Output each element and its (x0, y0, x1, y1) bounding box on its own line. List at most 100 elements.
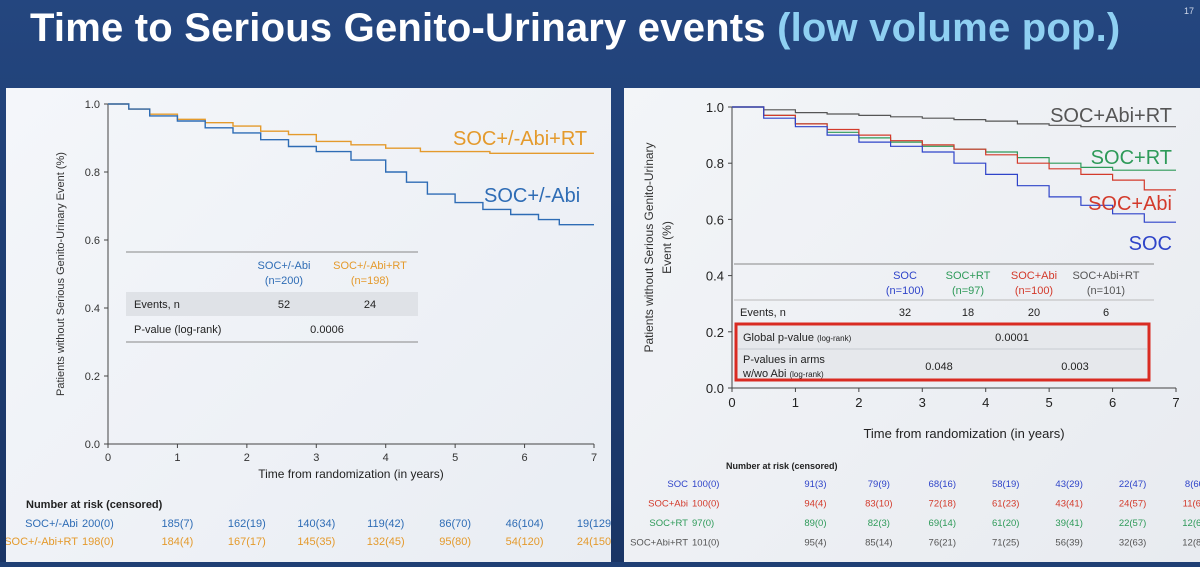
risk-table-title: Number at risk (censored) (726, 461, 838, 471)
risk-row-name: SOC (667, 479, 688, 490)
km-curve-soc (732, 106, 1176, 223)
risk-row-name: SOC+Abi+RT (630, 538, 688, 549)
risk-row-name: SOC+/-Abi+RT (6, 536, 78, 548)
risk-value: 39(41) (1055, 518, 1082, 529)
y-tick-label: 0.2 (706, 325, 724, 340)
risk-row-name: SOC+RT (649, 518, 688, 529)
arms-pvalue-suffix: (log-rank) (789, 370, 824, 379)
risk-value: 19(129 (577, 518, 611, 530)
risk-value: 22(47) (1119, 479, 1146, 490)
risk-value: 71(25) (992, 538, 1019, 549)
risk-value: 91(3) (804, 479, 826, 490)
y-tick-label: 1.0 (85, 99, 100, 111)
curve-label-soc-rt: SOC+RT (1091, 147, 1172, 169)
y-tick-label: 0.6 (85, 235, 100, 247)
arms-label-line1: P-values in arms (743, 354, 825, 366)
risk-value: 119(42) (367, 518, 404, 530)
table-col-header: SOC+/-Abi (258, 260, 311, 272)
risk-value: 95(80) (439, 536, 471, 548)
risk-value: 22(57) (1119, 518, 1146, 529)
risk-value: 85(14) (865, 538, 892, 549)
risk-value: 132(45) (367, 536, 405, 548)
table-col-header: SOC+Abi (1011, 270, 1057, 282)
events-value: 24 (364, 299, 376, 311)
risk-value: 43(41) (1055, 499, 1082, 510)
risk-value: 72(18) (929, 499, 956, 510)
risk-value: 200(0) (82, 518, 114, 530)
risk-value: 162(19) (228, 518, 266, 530)
km-curve-soc-abi (732, 106, 1176, 191)
y-tick-label: 0.4 (85, 303, 100, 315)
risk-value: 76(21) (929, 538, 956, 549)
events-value: 20 (1028, 307, 1040, 319)
right-chart-panel: 0.0 0.2 0.4 0.6 0.8 1.0 0 1 2 3 4 5 6 7 Time from rand… (624, 88, 1200, 562)
events-value: 32 (899, 307, 911, 319)
pvalue-label: P-value (log-rank) (134, 324, 221, 336)
risk-value: 167(17) (228, 536, 266, 548)
curve-label-soc-abi-rt: SOC+Abi+RT (1050, 105, 1172, 127)
risk-value: 61(20) (992, 518, 1019, 529)
global-pvalue-label: Global p-value (log-rank) (743, 332, 852, 344)
title-main: Time to Serious Genito-Urinary events (30, 6, 778, 50)
x-tick-label: 7 (591, 452, 597, 464)
x-tick-label: 6 (1109, 395, 1116, 410)
y-tick-label: 0.8 (85, 167, 100, 179)
table-col-n: (n=101) (1087, 285, 1125, 297)
events-label: Events, n (134, 299, 180, 311)
events-row-bg (126, 292, 418, 316)
risk-value: 83(10) (865, 499, 892, 510)
risk-value: 8(60) (1185, 479, 1200, 490)
y-axis-label-line1: Patients without Serious Genito-Urinary (642, 142, 656, 352)
slide-title: Time to Serious Genito-Urinary events (l… (30, 6, 1120, 66)
x-tick-label: 0 (105, 452, 111, 464)
events-value: 52 (278, 299, 290, 311)
risk-value: 100(0) (692, 479, 719, 490)
risk-value: 69(14) (929, 518, 956, 529)
risk-row-name: SOC+/-Abi (25, 518, 78, 530)
risk-value: 24(57) (1119, 499, 1146, 510)
y-tick-label: 0.8 (706, 156, 724, 171)
x-tick-label: 1 (174, 452, 180, 464)
slide-number: 17 (1183, 6, 1194, 16)
y-tick-label: 0.4 (706, 269, 724, 284)
table-col-n: (n=200) (265, 275, 303, 287)
x-tick-label: 4 (383, 452, 389, 464)
risk-value: 95(4) (804, 538, 826, 549)
y-tick-label: 0.6 (706, 212, 724, 227)
risk-value: 12(83) (1182, 538, 1200, 549)
x-tick-label: 7 (1172, 395, 1179, 410)
risk-value: 54(120) (506, 536, 544, 548)
risk-value: 56(39) (1055, 538, 1082, 549)
x-tick-label: 2 (244, 452, 250, 464)
risk-value: 94(4) (804, 499, 826, 510)
table-col-header: SOC (893, 270, 917, 282)
km-curve-soc-abi-rt (732, 106, 1176, 128)
left-km-chart: 0.0 0.2 0.4 0.6 0.8 1.0 0 1 2 3 4 5 6 7 Time from rand… (4, 99, 611, 548)
x-tick-label: 3 (313, 452, 319, 464)
y-tick-label: 1.0 (706, 100, 724, 115)
risk-value: 185(7) (162, 518, 194, 530)
curve-label-abi-rt: SOC+/-Abi+RT (453, 128, 587, 150)
right-km-chart: 0.0 0.2 0.4 0.6 0.8 1.0 0 1 2 3 4 5 6 7 Time from rand… (630, 100, 1200, 549)
y-axis-label-line2: Event (%) (660, 221, 674, 274)
events-label: Events, n (740, 307, 786, 319)
table-col-n: (n=97) (952, 285, 984, 297)
x-tick-label: 5 (1046, 395, 1053, 410)
km-curve-soc-abi (108, 103, 594, 226)
x-tick-label: 2 (855, 395, 862, 410)
x-tick-label: 4 (982, 395, 989, 410)
risk-value: 184(4) (162, 536, 194, 548)
table-col-header: SOC+/-Abi+RT (333, 260, 407, 272)
y-tick-label: 0.2 (85, 371, 100, 383)
x-tick-label: 0 (728, 395, 735, 410)
risk-value: 89(0) (804, 518, 826, 529)
x-tick-label: 1 (792, 395, 799, 410)
curve-label-soc: SOC (1129, 233, 1172, 255)
global-pvalue-value: 0.0001 (995, 332, 1029, 344)
risk-value: 100(0) (692, 499, 719, 510)
table-col-header: SOC+Abi+RT (1072, 270, 1139, 282)
curve-label-abi: SOC+/-Abi (484, 185, 580, 207)
risk-value: 82(3) (868, 518, 890, 529)
title-accent: (low volume pop.) (777, 6, 1121, 50)
risk-value: 86(70) (439, 518, 471, 530)
